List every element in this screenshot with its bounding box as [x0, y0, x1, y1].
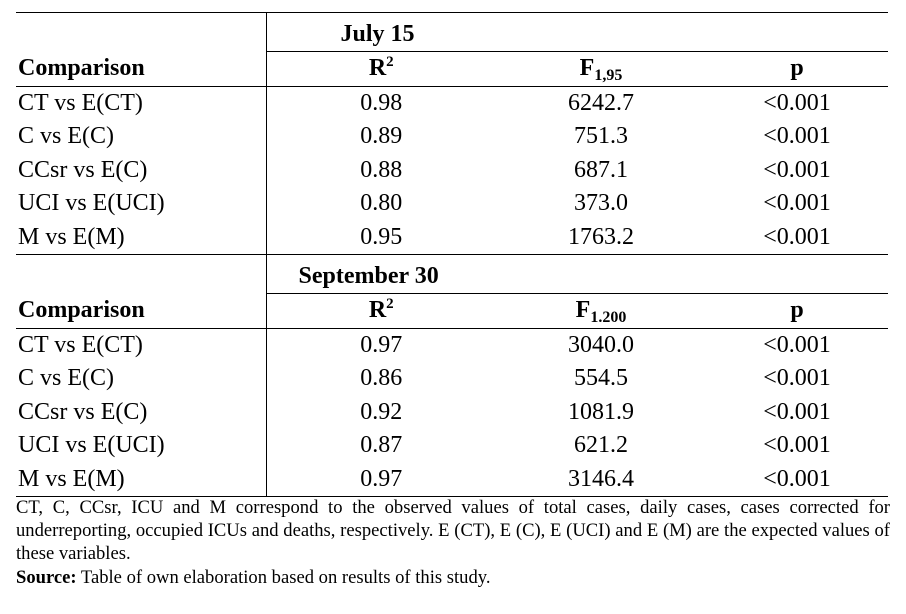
r2-cell: 0.88: [265, 153, 496, 187]
source-text: Table of own elaboration based on result…: [76, 566, 491, 588]
f-stat-cell: 6242.7: [496, 85, 706, 120]
comparison-cell: CCsr vs E(C): [18, 398, 148, 425]
section-date-row: July 15: [16, 12, 889, 52]
table-footnote: CT, C, CCsr, ICU and M correspond to the…: [16, 496, 890, 589]
p-value-cell: <0.001: [763, 398, 831, 425]
table-row: CT vs E(CT) 0.97 3040.0 <0.001: [16, 327, 889, 362]
abbreviation-note: CT, C, CCsr, ICU and M correspond to the…: [16, 497, 890, 565]
r2-header: R2: [265, 293, 496, 328]
r2-cell: 0.92: [265, 395, 496, 429]
f-stat-cell: 3146.4: [496, 462, 706, 497]
table-row: UCI vs E(UCI) 0.80 373.0 <0.001: [16, 187, 888, 221]
table-row: C vs E(C) 0.86 554.5 <0.001: [16, 362, 888, 396]
p-value-header: p: [706, 51, 889, 86]
f-stat-cell: 3040.0: [496, 327, 706, 362]
p-value-cell: <0.001: [706, 462, 889, 497]
r2-cell: 0.97: [265, 327, 496, 362]
source-label: Source:: [16, 566, 77, 588]
table-row: M vs E(M) 0.95 1763.2 <0.001: [16, 220, 888, 255]
r2-cell: 0.95: [265, 220, 496, 255]
r2-cell: 0.87: [265, 429, 496, 463]
r2-cell: 0.89: [265, 120, 496, 154]
f-stat-cell: 1763.2: [568, 223, 634, 250]
results-table-wrapper: July 15 Comparison R2 F1,95 p CT vs E(CT…: [16, 12, 889, 497]
p-value-cell: <0.001: [763, 156, 831, 183]
p-value-cell: <0.001: [706, 327, 889, 362]
f-stat-cell: 687.1: [574, 156, 628, 183]
comparison-cell: UCI vs E(UCI): [18, 190, 165, 216]
table-row: CCsr vs E(C) 0.88 687.1 <0.001: [16, 153, 888, 187]
p-value-cell: <0.001: [763, 223, 831, 250]
f-stat-header: F1,95: [496, 51, 706, 86]
source-note: Source: Table of own elaboration based o…: [16, 566, 890, 589]
comparison-cell: UCI vs E(UCI): [18, 432, 165, 458]
p-value-cell: <0.001: [763, 432, 831, 458]
table-row: CT vs E(CT) 0.98 6242.7 <0.001: [16, 85, 889, 120]
r2-cell: 0.86: [265, 362, 496, 396]
r2-cell: 0.98: [265, 85, 496, 120]
p-value-header: p: [706, 293, 889, 328]
table-row: CCsr vs E(C) 0.92 1081.9 <0.001: [16, 395, 888, 429]
column-header-row: Comparison R2 F1.200 p: [16, 293, 889, 328]
table-row: UCI vs E(UCI) 0.87 621.2 <0.001: [16, 429, 888, 463]
comparison-cell: C vs E(C): [18, 365, 114, 391]
f-stat-cell: 1081.9: [568, 398, 634, 425]
p-value-cell: <0.001: [763, 365, 831, 391]
regression-results-table: July 15 Comparison R2 F1,95 p CT vs E(CT…: [16, 12, 889, 497]
comparison-cell: CT vs E(CT): [16, 327, 266, 362]
comparison-cell: M vs E(M): [16, 462, 266, 497]
f-stat-cell: 621.2: [574, 432, 628, 458]
section-date: September 30: [298, 263, 439, 289]
p-value-cell: <0.001: [763, 123, 831, 149]
comparison-cell: CCsr vs E(C): [18, 156, 148, 183]
f-stat-header: F1.200: [496, 293, 706, 328]
section-date-row: September 30: [16, 254, 889, 294]
table-row: C vs E(C) 0.89 751.3 <0.001: [16, 120, 888, 154]
column-header-row: Comparison R2 F1,95 p: [16, 51, 889, 86]
table-row: M vs E(M) 0.97 3146.4 <0.001: [16, 462, 889, 497]
p-value-cell: <0.001: [706, 85, 889, 120]
comparison-header: Comparison: [18, 54, 145, 81]
comparison-cell: C vs E(C): [18, 123, 114, 149]
comparison-cell: CT vs E(CT): [16, 85, 266, 120]
comparison-cell: M vs E(M): [18, 223, 125, 250]
r2-cell: 0.97: [265, 462, 496, 497]
p-value-cell: <0.001: [763, 190, 831, 216]
comparison-header: Comparison: [18, 296, 145, 323]
f-stat-cell: 751.3: [574, 123, 628, 149]
f-stat-cell: 373.0: [574, 190, 628, 216]
f-stat-cell: 554.5: [574, 365, 628, 391]
r2-cell: 0.80: [265, 187, 496, 221]
r2-header: R2: [265, 51, 496, 86]
section-date: July 15: [340, 21, 415, 47]
